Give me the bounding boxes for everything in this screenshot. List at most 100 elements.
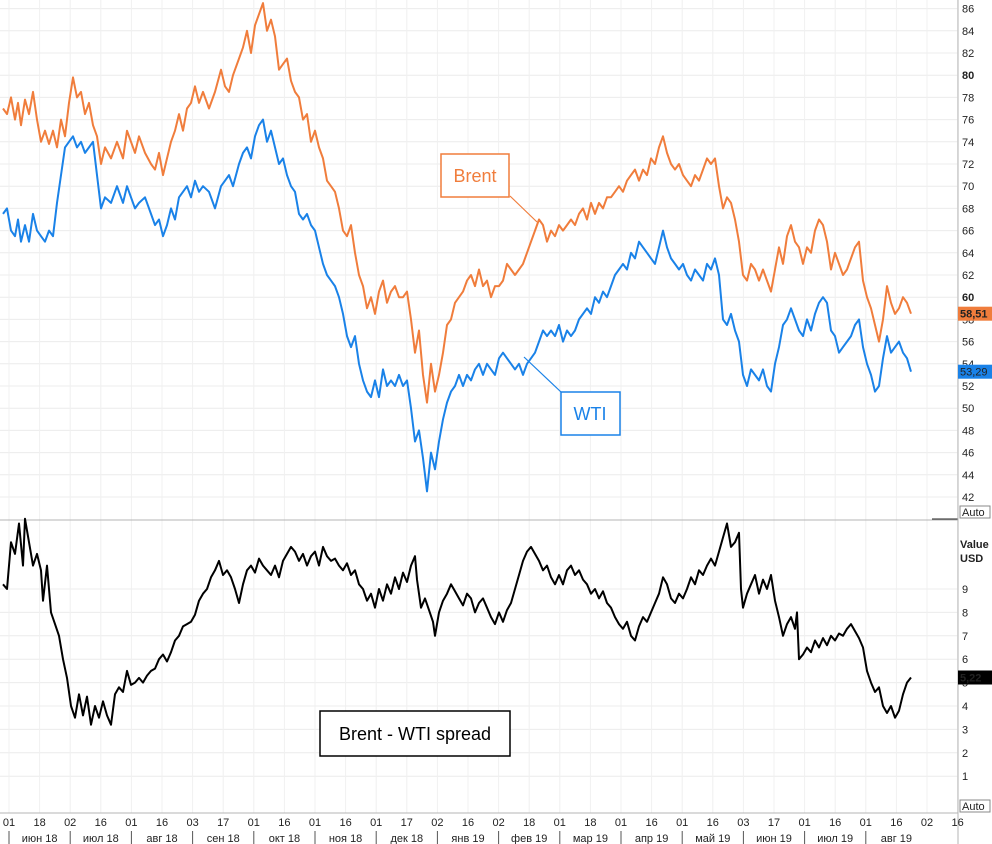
x-month-label: июл 19 bbox=[817, 833, 853, 844]
top-y-tick-label: 46 bbox=[962, 448, 974, 460]
top-y-tick-label: 42 bbox=[962, 492, 974, 504]
top-y-tick-label: 86 bbox=[962, 4, 974, 16]
top-y-axis: 4244464850525456586062646668707274767880… bbox=[962, 4, 974, 504]
bottom-y-tick-label: 3 bbox=[962, 724, 968, 736]
x-month-label: мар 19 bbox=[573, 833, 608, 844]
bottom-auto-label: Auto bbox=[962, 801, 985, 813]
wti-line bbox=[2, 118, 912, 493]
x-day-tick-label: 17 bbox=[401, 817, 413, 829]
spread-last-value-badge: 5,22 bbox=[958, 670, 992, 685]
bottom-auto-scale-button[interactable]: Auto bbox=[959, 799, 991, 813]
spread-annotation-box[interactable] bbox=[319, 710, 511, 757]
top-y-tick-label: 80 bbox=[962, 70, 974, 82]
wti-annotation-label: WTI bbox=[574, 404, 607, 424]
top-y-tick-label: 66 bbox=[962, 226, 974, 238]
x-month-label: апр 19 bbox=[635, 833, 668, 844]
brent-callout-line bbox=[509, 195, 538, 223]
bottom-y-tick-label: 4 bbox=[962, 701, 968, 713]
x-day-tick-label: 16 bbox=[829, 817, 841, 829]
x-day-tick-label: 03 bbox=[186, 817, 198, 829]
brent-annotation-label: Brent bbox=[453, 166, 496, 186]
wti-annotation-box[interactable] bbox=[560, 391, 621, 436]
top-y-tick-label: 70 bbox=[962, 181, 974, 193]
top-y-tick-label: 44 bbox=[962, 470, 974, 482]
x-day-tick-label: 01 bbox=[125, 817, 137, 829]
x-day-tick-label: 16 bbox=[462, 817, 474, 829]
wti-last-value-badge: 53,29 bbox=[958, 364, 992, 379]
x-day-tick-label: 01 bbox=[798, 817, 810, 829]
x-day-tick-label: 01 bbox=[676, 817, 688, 829]
x-day-tick-label: 16 bbox=[278, 817, 290, 829]
top-auto-label: Auto bbox=[962, 507, 985, 519]
top-y-tick-label: 84 bbox=[962, 26, 974, 38]
x-day-tick-label: 18 bbox=[33, 817, 45, 829]
x-month-label: июл 18 bbox=[83, 833, 119, 844]
top-y-tick-label: 82 bbox=[962, 48, 974, 60]
x-day-tick-label: 16 bbox=[95, 817, 107, 829]
bottom-y-tick-label: 1 bbox=[962, 771, 968, 783]
x-day-tick-label: 01 bbox=[370, 817, 382, 829]
x-day-tick-label: 01 bbox=[554, 817, 566, 829]
x-day-tick-label: 16 bbox=[645, 817, 657, 829]
top-auto-scale-button[interactable]: Auto bbox=[959, 505, 991, 519]
top-y-tick-label: 64 bbox=[962, 248, 974, 260]
x-month-label: авг 18 bbox=[146, 833, 177, 844]
x-day-tick-label: 16 bbox=[156, 817, 168, 829]
x-day-tick-label: 16 bbox=[707, 817, 719, 829]
bottom-y-tick-label: 7 bbox=[962, 631, 968, 643]
x-month-label: сен 18 bbox=[207, 833, 240, 844]
svg-text:5,22: 5,22 bbox=[960, 673, 981, 685]
spread-line bbox=[2, 517, 912, 726]
svg-text:58,51: 58,51 bbox=[960, 309, 988, 321]
bottom-y-tick-label: 9 bbox=[962, 584, 968, 596]
top-y-tick-label: 76 bbox=[962, 115, 974, 127]
x-month-label: фев 19 bbox=[511, 833, 547, 844]
x-day-tick-label: 01 bbox=[3, 817, 15, 829]
top-y-tick-label: 62 bbox=[962, 270, 974, 282]
vertical-gridlines bbox=[8, 0, 959, 813]
x-day-tick-label: 16 bbox=[890, 817, 902, 829]
value-axis-unit: USD bbox=[960, 553, 983, 565]
x-day-tick-label: 01 bbox=[248, 817, 260, 829]
top-y-tick-label: 72 bbox=[962, 159, 974, 171]
x-month-label: янв 19 bbox=[451, 833, 484, 844]
x-month-label: окт 18 bbox=[269, 833, 300, 844]
x-day-tick-label: 01 bbox=[309, 817, 321, 829]
bottom-panel-gridlines bbox=[0, 588, 958, 777]
brent-line bbox=[2, 2, 912, 404]
bottom-y-tick-label: 2 bbox=[962, 748, 968, 760]
top-y-tick-label: 74 bbox=[962, 137, 974, 149]
x-month-label: дек 18 bbox=[390, 833, 423, 844]
svg-text:53,29: 53,29 bbox=[960, 367, 988, 379]
brent-last-value-badge: 58,51 bbox=[958, 306, 992, 321]
top-y-tick-label: 50 bbox=[962, 403, 974, 415]
x-day-tick-label: 17 bbox=[217, 817, 229, 829]
top-y-tick-label: 56 bbox=[962, 337, 974, 349]
bottom-y-tick-label: 8 bbox=[962, 607, 968, 619]
x-day-tick-label: 16 bbox=[339, 817, 351, 829]
x-month-label: июн 18 bbox=[22, 833, 58, 844]
top-y-tick-label: 78 bbox=[962, 92, 974, 104]
series-lines bbox=[2, 2, 912, 726]
x-day-tick-label: 02 bbox=[492, 817, 504, 829]
x-month-label: июн 19 bbox=[756, 833, 792, 844]
x-month-label: авг 19 bbox=[881, 833, 912, 844]
x-month-label: ноя 18 bbox=[329, 833, 362, 844]
x-day-tick-label: 17 bbox=[768, 817, 780, 829]
top-y-tick-label: 52 bbox=[962, 381, 974, 393]
x-day-tick-label: 18 bbox=[523, 817, 535, 829]
x-day-tick-label: 02 bbox=[921, 817, 933, 829]
x-day-tick-label: 01 bbox=[615, 817, 627, 829]
x-day-tick-label: 02 bbox=[431, 817, 443, 829]
x-day-tick-label: 02 bbox=[64, 817, 76, 829]
wti-callout-line bbox=[523, 356, 562, 393]
x-day-tick-label: 18 bbox=[584, 817, 596, 829]
x-axis: 01 18 02 16 01 16 03 17 01 16 01 16 01 17 02 16 02 18 01 18… bbox=[3, 817, 964, 844]
x-month-label: май 19 bbox=[695, 833, 730, 844]
x-day-tick-label: 01 bbox=[860, 817, 872, 829]
x-day-tick-label: 03 bbox=[737, 817, 749, 829]
top-y-tick-label: 60 bbox=[962, 292, 974, 304]
bottom-y-tick-label: 6 bbox=[962, 654, 968, 666]
brent-annotation-box[interactable] bbox=[440, 153, 510, 198]
